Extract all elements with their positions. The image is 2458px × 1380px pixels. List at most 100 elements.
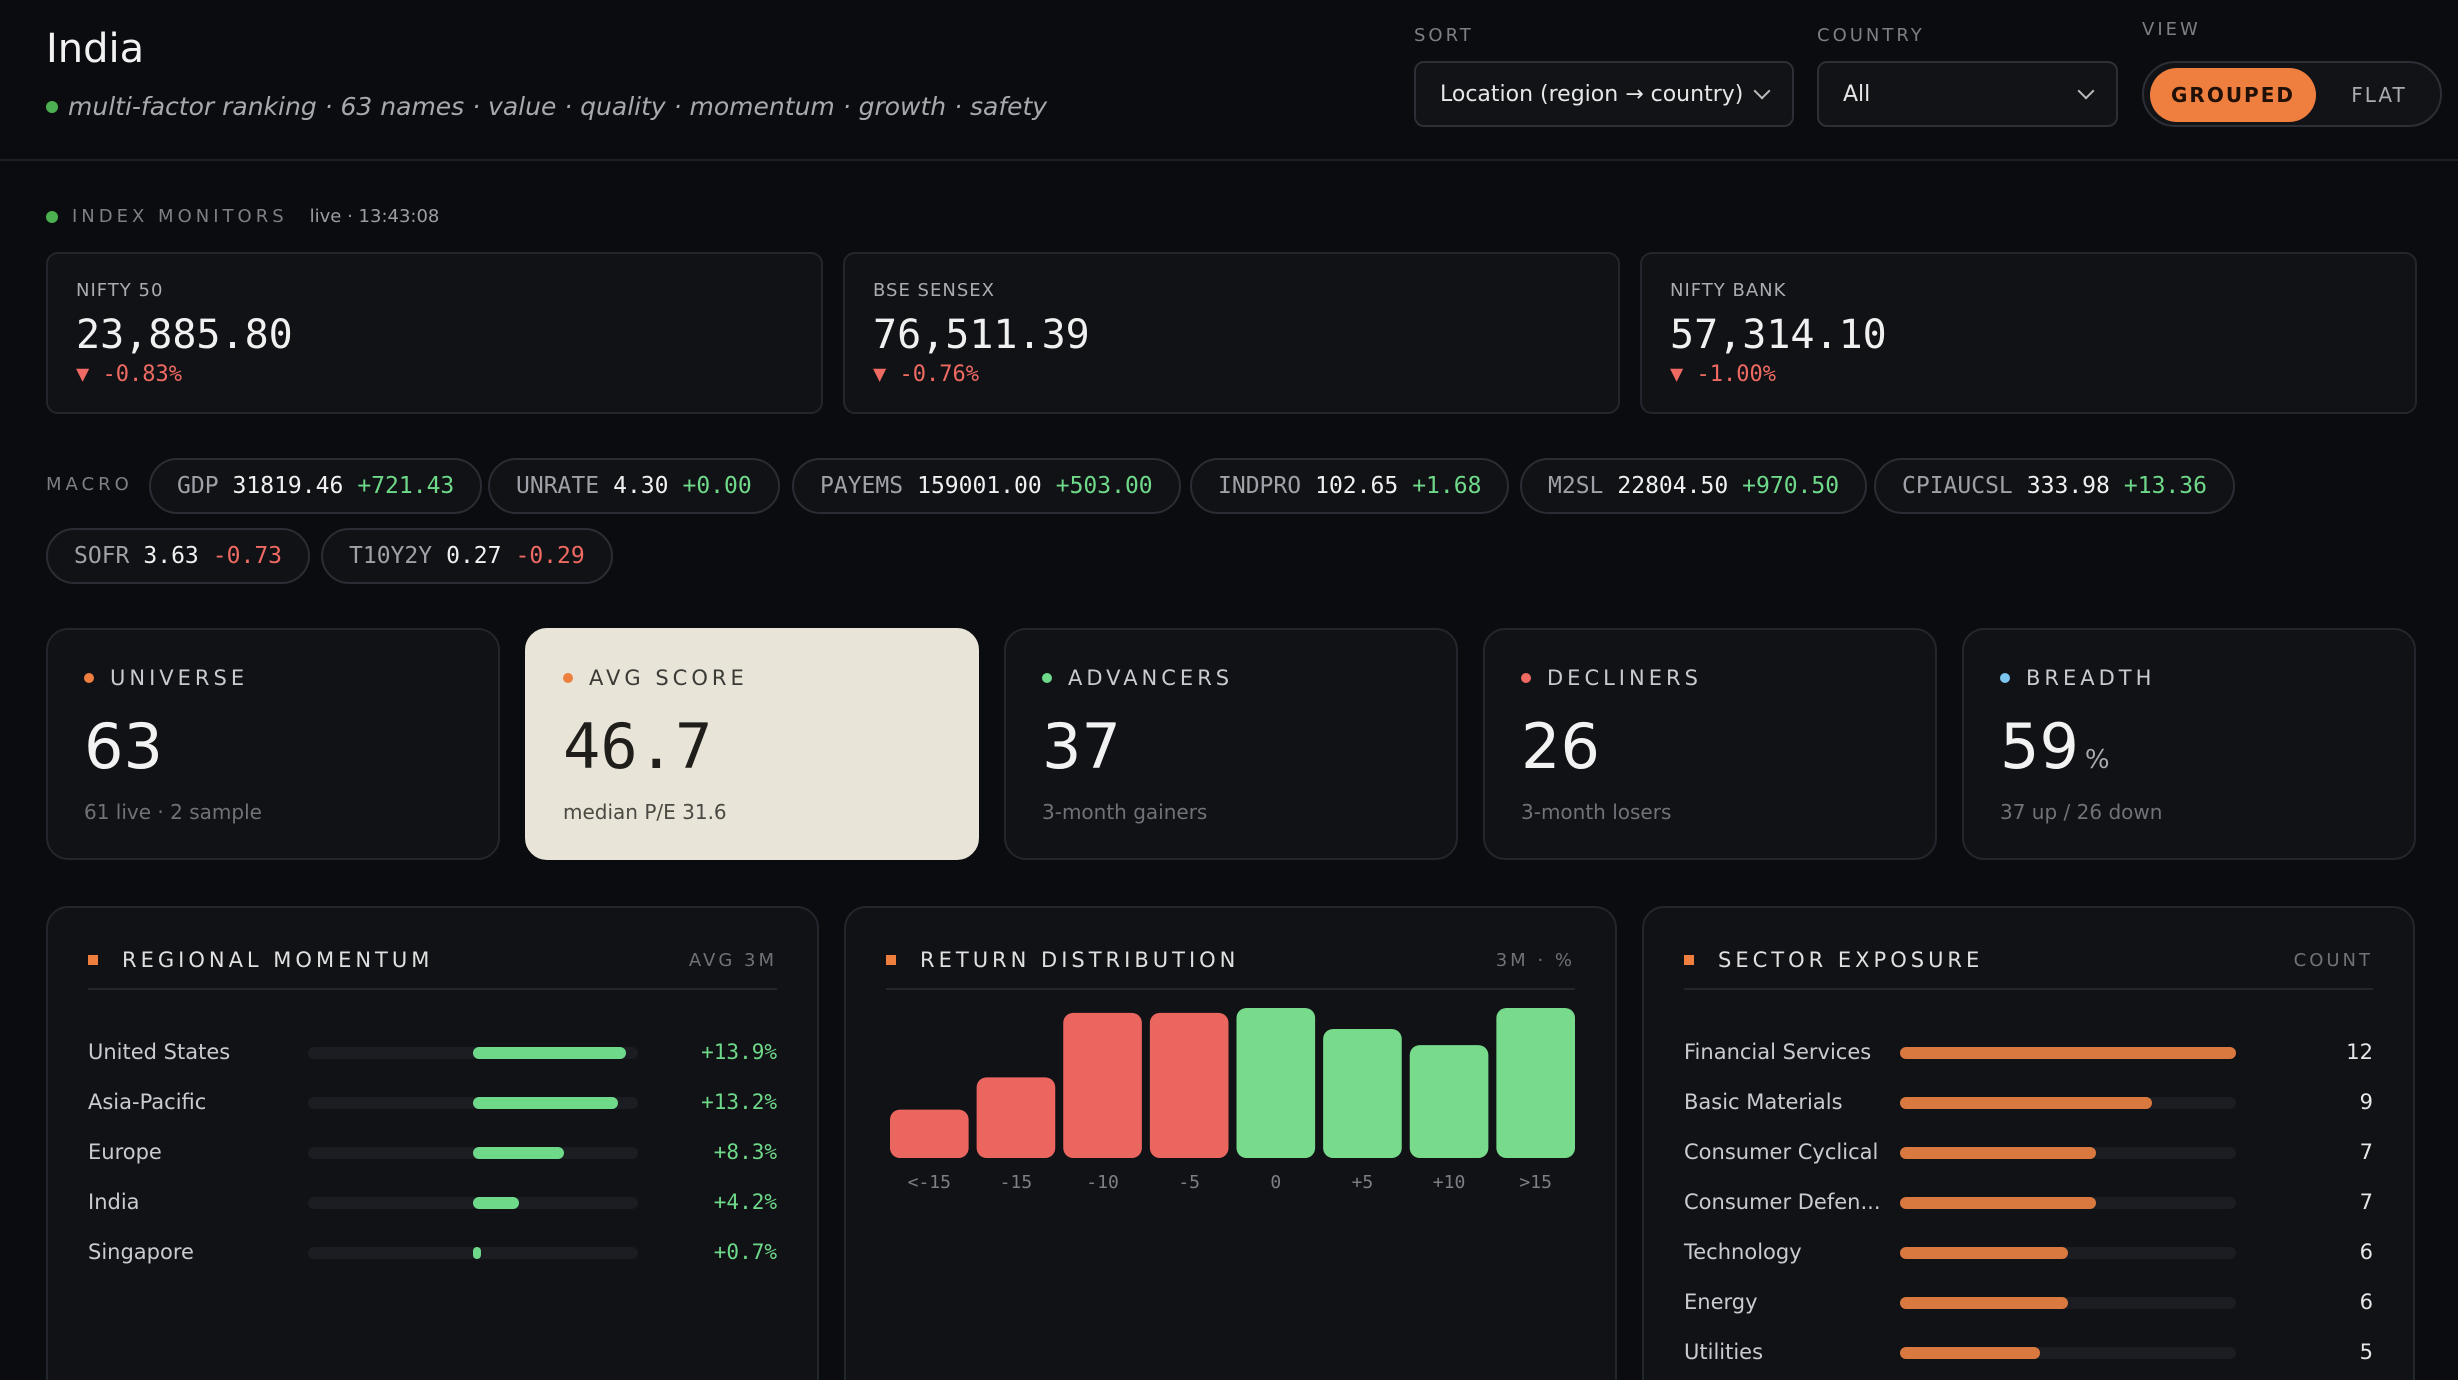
distribution-tick-label: 0 <box>1270 1172 1281 1193</box>
orange-dot-icon <box>563 673 573 683</box>
chevron-down-icon <box>1753 82 1771 100</box>
sort-select[interactable]: Location (region → country) <box>1414 61 1794 127</box>
chevron-down-icon <box>2077 82 2095 100</box>
stat-value-text: 46.7 <box>563 710 713 783</box>
momentum-value: +8.3% <box>713 1140 777 1164</box>
macro-change: +1.68 <box>1412 473 1482 499</box>
region-label: India <box>88 1190 140 1214</box>
momentum-value: +0.7% <box>713 1240 777 1264</box>
live-timestamp: live · 13:43:08 <box>309 206 440 227</box>
macro-change: +13.36 <box>2123 473 2207 499</box>
view-toggle: GROUPED FLAT <box>2142 61 2442 127</box>
stat-label-text: AVG SCORE <box>589 666 748 690</box>
stat-sub: 3-month losers <box>1521 800 1672 824</box>
macro-chip-unrate[interactable]: UNRATE 4.30 +0.00 <box>488 458 780 514</box>
momentum-track <box>308 1197 638 1209</box>
sector-row: Technology 6 <box>1684 1238 2373 1268</box>
distribution-tick-label: -15 <box>1000 1172 1033 1193</box>
region-label: Asia-Pacific <box>88 1090 207 1114</box>
stat-card-avg-score: AVG SCORE 46.7 median P/E 31.6 <box>525 628 979 860</box>
macro-chip-m2sl[interactable]: M2SL 22804.50 +970.50 <box>1520 458 1868 514</box>
distribution-tick-label: -5 <box>1178 1172 1200 1193</box>
status-dot-icon <box>46 100 58 113</box>
green-dot-icon <box>1042 673 1052 683</box>
panel-title: SECTOR EXPOSURE <box>1684 948 1983 972</box>
blue-dot-icon <box>2000 673 2010 683</box>
region-label: United States <box>88 1040 231 1064</box>
sector-bar <box>1900 1197 2096 1209</box>
macro-chip-indpro[interactable]: INDPRO 102.65 +1.68 <box>1190 458 1510 514</box>
macro-change: -0.29 <box>515 543 585 569</box>
stat-label-text: DECLINERS <box>1547 666 1702 690</box>
macro-change: -0.73 <box>212 543 283 569</box>
distribution-bar <box>1149 1012 1229 1158</box>
return-distribution-panel: RETURN DISTRIBUTION 3M · % <-15 -15 -10 -5 0… <box>844 906 1617 1380</box>
stat-sub: 37 up / 26 down <box>2000 800 2163 824</box>
sector-track <box>1900 1047 2236 1059</box>
panel-title: RETURN DISTRIBUTION <box>886 948 1239 972</box>
subtitle-text: multi-factor ranking · 63 names · value … <box>68 92 1048 121</box>
distribution-bar <box>1496 1008 1575 1158</box>
sector-count: 5 <box>2359 1340 2373 1364</box>
index-value: 23,885.80 <box>76 312 293 358</box>
stat-label: BREADTH <box>2000 666 2155 690</box>
stat-card-breadth: BREADTH 59% 37 up / 26 down <box>1962 628 2416 860</box>
distribution-bar <box>1063 1012 1142 1158</box>
macro-chip-gdp[interactable]: GDP 31819.46 +721.43 <box>149 458 483 514</box>
sector-label: Basic Materials <box>1684 1090 1843 1114</box>
macro-change: +503.00 <box>1055 473 1153 499</box>
macro-chip-cpiaucsl[interactable]: CPIAUCSL 333.98 +13.36 <box>1874 458 2235 514</box>
panel-header: RETURN DISTRIBUTION 3M · % <box>886 948 1575 990</box>
stat-card-advancers: ADVANCERS 37 3-month gainers <box>1004 628 1458 860</box>
sort-label: SORT <box>1414 25 1474 46</box>
regional-row: Asia-Pacific +13.2% <box>88 1088 777 1118</box>
macro-label: MACRO <box>46 474 133 495</box>
macro-chip-payems[interactable]: PAYEMS 159001.00 +503.00 <box>792 458 1181 514</box>
stat-card-decliners: DECLINERS 26 3-month losers <box>1483 628 1937 860</box>
sector-label: Utilities <box>1684 1340 1764 1364</box>
index-value: 57,314.10 <box>1670 312 1887 358</box>
distribution-tick-label: +10 <box>1433 1172 1466 1193</box>
macro-value: 0.27 <box>446 543 502 569</box>
macro-chip-t10y2y[interactable]: T10Y2Y 0.27 -0.29 <box>321 528 613 584</box>
macro-value: 31819.46 <box>232 473 344 499</box>
stat-label: UNIVERSE <box>84 666 248 690</box>
distribution-bar <box>890 1109 969 1158</box>
stat-card-universe: UNIVERSE 63 61 live · 2 sample <box>46 628 500 860</box>
macro-key: CPIAUCSL <box>1902 473 2013 499</box>
macro-key: UNRATE <box>516 473 600 499</box>
macro-value: 102.65 <box>1315 473 1399 499</box>
sector-count: 7 <box>2359 1140 2373 1164</box>
panel-header: SECTOR EXPOSURE COUNT <box>1684 948 2373 990</box>
index-name: BSE SENSEX <box>873 280 995 301</box>
macro-value: 159001.00 <box>917 473 1042 499</box>
stat-sub: 3-month gainers <box>1042 800 1208 824</box>
stat-value-text: 63 <box>84 710 163 783</box>
stat-label: ADVANCERS <box>1042 666 1233 690</box>
view-grouped-button[interactable]: GROUPED <box>2150 68 2316 122</box>
stat-value-text: 37 <box>1042 710 1121 783</box>
stat-label-text: UNIVERSE <box>110 666 249 690</box>
stat-sub: median P/E 31.6 <box>563 800 727 824</box>
momentum-track <box>308 1097 638 1109</box>
macro-key: SOFR <box>74 543 130 569</box>
distribution-bar <box>1409 1045 1489 1158</box>
panel-meta: 3M · % <box>1495 950 1575 971</box>
live-dot-icon <box>46 210 58 223</box>
index-name: NIFTY 50 <box>76 280 164 301</box>
region-label: Europe <box>88 1140 162 1164</box>
return-distribution-chart: <-15 -15 -10 -5 0 +5 +10 >15 <box>890 1008 1575 1193</box>
sector-row: Financial Services 12 <box>1684 1038 2373 1068</box>
country-select[interactable]: All <box>1817 61 2118 127</box>
sector-label: Consumer Defen... <box>1684 1190 1881 1214</box>
sector-bar <box>1900 1347 2040 1359</box>
stat-label-text: ADVANCERS <box>1068 666 1234 690</box>
macro-chip-sofr[interactable]: SOFR 3.63 -0.73 <box>46 528 311 584</box>
distribution-tick-label: -10 <box>1086 1172 1119 1193</box>
sector-count: 7 <box>2359 1190 2373 1214</box>
index-change: ▼ -1.00% <box>1670 362 1776 387</box>
stat-value: 59% <box>2000 710 2110 783</box>
stat-value: 26 <box>1521 710 1600 783</box>
view-flat-button[interactable]: FLAT <box>2351 83 2407 107</box>
macro-change: +970.50 <box>1742 473 1840 499</box>
